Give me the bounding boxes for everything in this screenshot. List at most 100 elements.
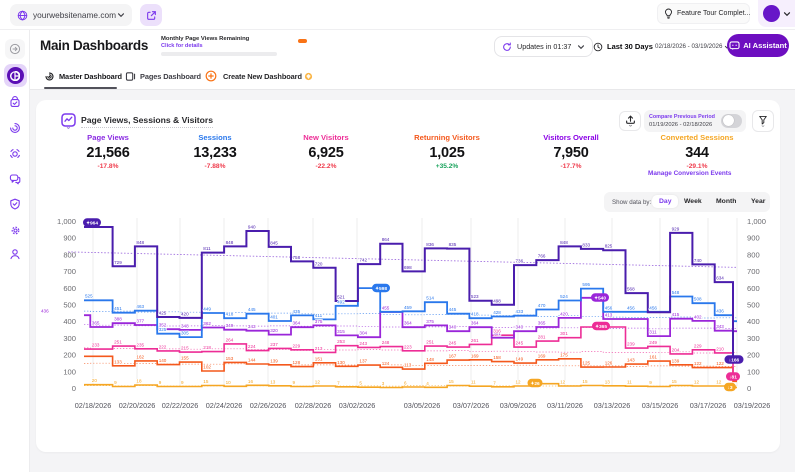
svg-text:740: 740	[694, 258, 702, 263]
svg-text:420: 420	[560, 311, 568, 316]
svg-text:02/18/2026: 02/18/2026	[75, 401, 112, 410]
svg-text:304: 304	[359, 331, 367, 336]
svg-text:10: 10	[226, 380, 232, 385]
svg-text:634: 634	[716, 276, 724, 281]
svg-text:233: 233	[92, 343, 100, 348]
svg-text:245: 245	[516, 341, 524, 346]
svg-text:243: 243	[359, 341, 367, 346]
svg-text:940: 940	[248, 225, 256, 230]
svg-text:210: 210	[716, 346, 724, 351]
svg-text:720: 720	[315, 261, 323, 266]
svg-text:316: 316	[493, 329, 501, 334]
svg-text:459: 459	[404, 305, 412, 310]
svg-text:340: 340	[449, 325, 457, 330]
svg-text:9: 9	[159, 380, 162, 385]
svg-text:600: 600	[747, 284, 760, 293]
svg-text:13: 13	[270, 379, 276, 384]
svg-text:03/07/2026: 03/07/2026	[453, 401, 490, 410]
svg-text:848: 848	[560, 240, 568, 245]
svg-text:340: 340	[516, 325, 524, 330]
svg-text:455: 455	[382, 306, 390, 311]
svg-text:595: 595	[582, 282, 590, 287]
svg-text:133: 133	[114, 359, 122, 364]
svg-text:413: 413	[605, 313, 613, 318]
svg-text:02/22/2026: 02/22/2026	[162, 401, 199, 410]
svg-text:451: 451	[114, 306, 122, 311]
svg-text:9: 9	[293, 380, 296, 385]
svg-text:300: 300	[63, 334, 76, 343]
svg-text:402: 402	[694, 314, 702, 319]
svg-text:436: 436	[716, 309, 724, 314]
svg-text:151: 151	[315, 356, 323, 361]
svg-text:15: 15	[582, 379, 588, 384]
svg-text:15: 15	[672, 379, 678, 384]
svg-text:7: 7	[337, 380, 340, 385]
svg-text:825: 825	[605, 244, 613, 249]
svg-text:155: 155	[181, 356, 189, 361]
svg-text:758: 758	[293, 255, 301, 260]
svg-text:1,000: 1,000	[747, 217, 766, 226]
svg-text:137: 137	[359, 359, 367, 364]
svg-text:524: 524	[560, 294, 568, 299]
svg-text:✦598: ✦598	[375, 286, 387, 292]
svg-text:213: 213	[315, 346, 323, 351]
svg-text:9: 9	[649, 380, 652, 385]
svg-text:377: 377	[136, 319, 144, 324]
svg-text:✦540: ✦540	[594, 295, 606, 301]
svg-text:7: 7	[493, 380, 496, 385]
svg-text:153: 153	[226, 356, 234, 361]
svg-text:253: 253	[337, 339, 345, 344]
svg-text:169: 169	[538, 353, 546, 358]
svg-text:568: 568	[627, 287, 635, 292]
svg-text:130: 130	[337, 360, 345, 365]
svg-text:215: 215	[181, 346, 189, 351]
svg-text:388: 388	[114, 317, 122, 322]
svg-text:16: 16	[248, 379, 254, 384]
svg-text:449: 449	[203, 307, 211, 312]
svg-text:900: 900	[747, 234, 760, 243]
svg-text:03/02/2026: 03/02/2026	[339, 401, 376, 410]
svg-text:6: 6	[404, 381, 407, 386]
svg-text:9: 9	[181, 380, 184, 385]
svg-text:736: 736	[516, 259, 524, 264]
svg-text:445: 445	[449, 307, 457, 312]
svg-text:100: 100	[63, 367, 76, 376]
svg-text:12: 12	[315, 380, 321, 385]
svg-text:11: 11	[471, 380, 476, 385]
svg-text:700: 700	[63, 267, 76, 276]
svg-text:126: 126	[605, 361, 613, 366]
svg-text:↓166: ↓166	[729, 357, 740, 363]
svg-text:348: 348	[181, 323, 189, 328]
svg-text:140: 140	[159, 358, 167, 363]
svg-text:15: 15	[203, 379, 209, 384]
svg-text:251: 251	[426, 340, 434, 345]
svg-text:222: 222	[159, 344, 167, 349]
svg-text:0: 0	[72, 384, 76, 393]
svg-text:848: 848	[136, 240, 144, 245]
svg-text:113: 113	[404, 363, 412, 368]
svg-text:845: 845	[270, 240, 278, 245]
svg-text:200: 200	[747, 351, 760, 360]
svg-text:13: 13	[605, 379, 611, 384]
svg-text:492: 492	[337, 299, 345, 304]
svg-text:833: 833	[582, 242, 590, 247]
svg-text:523: 523	[471, 294, 479, 299]
svg-text:1,000: 1,000	[57, 217, 76, 226]
svg-text:929: 929	[672, 226, 680, 231]
svg-text:149: 149	[516, 357, 524, 362]
svg-text:514: 514	[426, 296, 434, 301]
svg-text:03/11/2026: 03/11/2026	[547, 401, 583, 410]
svg-text:224: 224	[248, 344, 256, 349]
svg-text:836: 836	[426, 242, 434, 247]
svg-text:800: 800	[63, 250, 76, 259]
svg-text:729: 729	[114, 260, 122, 265]
svg-text:343: 343	[716, 324, 724, 329]
svg-text:03/19/2026: 03/19/2026	[734, 401, 771, 410]
svg-text:835: 835	[449, 242, 457, 247]
svg-text:349: 349	[226, 323, 234, 328]
svg-text:425: 425	[159, 311, 167, 316]
svg-text:264: 264	[226, 337, 234, 342]
svg-text:498: 498	[493, 298, 501, 303]
svg-text:766: 766	[538, 254, 546, 259]
svg-text:245: 245	[449, 341, 457, 346]
